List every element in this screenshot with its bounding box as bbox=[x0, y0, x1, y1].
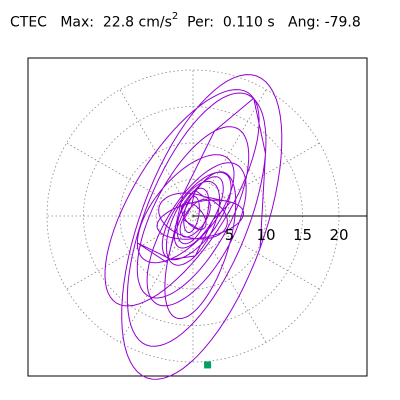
grid-spoke-240 bbox=[119, 215, 194, 343]
tick-label-10: 10 bbox=[256, 226, 275, 244]
angle-label: Ang: bbox=[288, 14, 321, 31]
plot-frame bbox=[27, 57, 368, 377]
max-unit: cm/s bbox=[138, 14, 172, 31]
tick-label-20: 20 bbox=[329, 226, 348, 244]
chart-header: CTEC Max: 22.8 cm/s2 Per: 0.110 s Ang: -… bbox=[10, 11, 361, 31]
grid-spoke-30 bbox=[192, 142, 320, 217]
grid-spoke-330 bbox=[192, 215, 320, 290]
tick-label-5: 5 bbox=[225, 226, 235, 244]
max-value: 22.8 bbox=[102, 14, 135, 31]
grid-spoke-60 bbox=[192, 89, 267, 217]
trace-end-marker bbox=[204, 361, 212, 369]
trace-group bbox=[104, 74, 283, 380]
period-label: Per: bbox=[187, 14, 214, 31]
tick-labels: 5 10 15 20 bbox=[225, 226, 349, 244]
angle-value: -79.8 bbox=[324, 14, 361, 31]
max-unit-exponent: 2 bbox=[171, 11, 179, 22]
trace-series-0 bbox=[104, 74, 283, 380]
station-code: CTEC bbox=[10, 14, 47, 31]
tick-label-15: 15 bbox=[293, 226, 312, 244]
grid-spoke-120 bbox=[119, 89, 194, 217]
max-label: Max: bbox=[60, 14, 94, 31]
grid-spoke-150 bbox=[66, 142, 194, 217]
period-value: 0.110 s bbox=[222, 14, 275, 31]
